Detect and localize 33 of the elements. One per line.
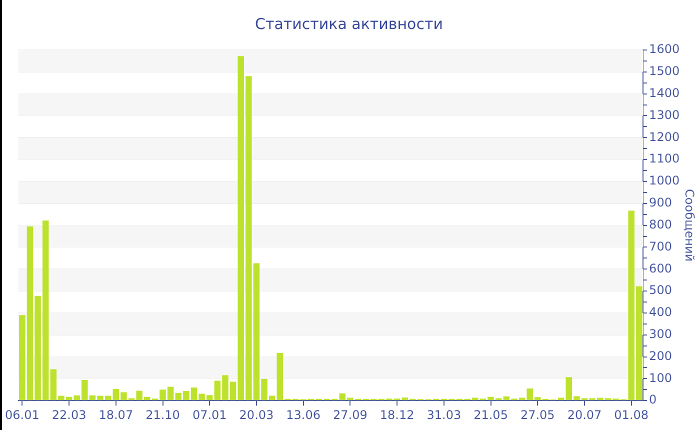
y2-tick-label: 300 <box>649 326 672 341</box>
x-tick-label: 07.01 <box>192 408 227 422</box>
x-tick-label: 18.07 <box>98 408 134 422</box>
x-tick-label: 27.05 <box>520 408 555 422</box>
y2-tick-label: 0 <box>649 392 657 407</box>
y2-tick-label: 1200 <box>649 130 680 144</box>
y2-tick-label: 200 <box>649 348 672 363</box>
y2-tick-label: 1600 <box>649 42 680 56</box>
y2-tick-label: 1500 <box>649 64 680 78</box>
y2-tick-label: 1400 <box>649 86 680 100</box>
x-tick-label: 06.01 <box>4 408 40 422</box>
x-tick-label: 20.03 <box>239 408 274 422</box>
chart-title: Статистика активности <box>255 14 443 33</box>
x-tick-label: 21.05 <box>474 408 508 422</box>
x-tick-label: 20.07 <box>567 408 602 422</box>
x-tick-label: 31.03 <box>426 408 462 422</box>
y2-tick-label: 400 <box>649 305 672 320</box>
x-tick-label: 21.10 <box>146 408 180 422</box>
y2-tick-label: 100 <box>649 370 672 385</box>
y2-tick-label: 1300 <box>649 108 680 122</box>
x-tick-label: 27.09 <box>333 408 368 422</box>
x-tick-label: 13.06 <box>286 408 321 422</box>
y2-tick-label: 1100 <box>649 152 680 166</box>
x-tick-label: 22.03 <box>52 408 86 422</box>
y2-tick-label: 600 <box>649 261 672 276</box>
y2-tick-label: 900 <box>649 196 672 210</box>
x-tick-label: 01.08 <box>614 408 649 422</box>
y2-axis-title: Сообщений <box>682 189 697 262</box>
y2-tick-label: 700 <box>649 239 672 254</box>
y2-tick-label: 1000 <box>649 174 680 188</box>
x-tick-label: 18.12 <box>380 408 414 422</box>
y2-tick-label: 800 <box>649 217 672 232</box>
y2-tick-label: 500 <box>649 283 672 298</box>
